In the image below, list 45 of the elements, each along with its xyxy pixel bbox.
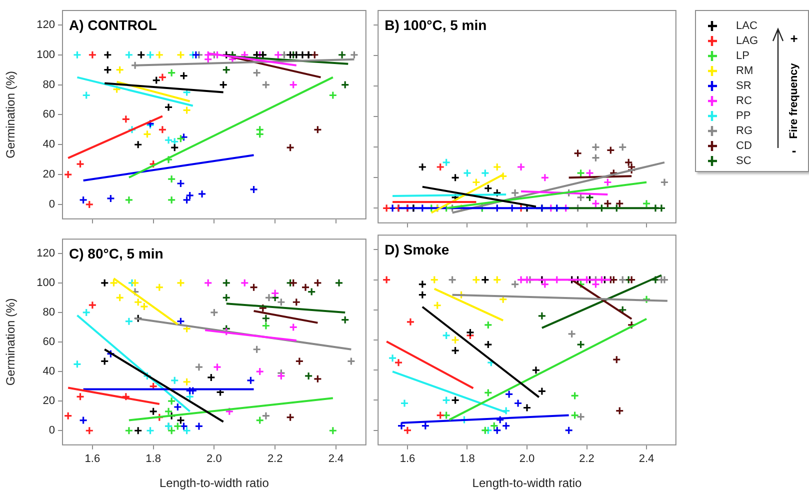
text: A) CONTROL (69, 16, 158, 33)
legend-label: RG (736, 125, 752, 137)
x-tick-label: 1.8 (146, 453, 161, 466)
y-tick-label: 60 (42, 336, 55, 348)
y-tick-label: 60 (42, 108, 55, 121)
legend-label: LP (736, 50, 750, 62)
x-tick-label: 2.4 (638, 453, 654, 466)
y-tick-label: 120 (36, 247, 55, 260)
legend-label: SC (736, 155, 752, 167)
text: B) 100°C, 5 min (384, 16, 487, 33)
y-tick-label: 0 (48, 198, 55, 210)
legend-label: SR (736, 80, 752, 92)
y-tick-label: 20 (42, 168, 55, 181)
y-tick-label: 100 (36, 276, 55, 289)
x-tick-label: 2.0 (206, 453, 222, 466)
legend-label: CD (736, 140, 752, 152)
x-tick-label: 1.8 (460, 453, 475, 466)
x-tick-label: 1.6 (84, 453, 100, 466)
y-tick-label: 80 (42, 306, 55, 318)
legend-label: PP (736, 110, 751, 122)
y-tick-label: 0 (48, 424, 55, 437)
y-tick-label: 100 (36, 48, 55, 61)
y-tick-label: 40 (42, 366, 55, 378)
y-tick-label: 20 (42, 395, 55, 408)
legend-label: LAC (736, 20, 758, 32)
y-tick-label: 40 (42, 138, 55, 151)
legend-label: RC (736, 95, 752, 107)
text: C) 80°C, 5 min (69, 245, 164, 262)
x-tick-label: 2.0 (519, 453, 535, 466)
x-axis-title: Length-to-width ratio (159, 476, 270, 490)
x-tick-label: 2.4 (328, 453, 344, 466)
text: Fire frequency (788, 63, 800, 139)
y-tick-label: 80 (42, 78, 55, 91)
y-axis-title: Germination (%) (4, 298, 18, 386)
x-tick-label: 2.2 (267, 453, 283, 466)
legend-label: LAG (736, 35, 758, 47)
y-tick-label: 120 (36, 18, 55, 31)
legend-label: RM (736, 65, 754, 77)
text: + (789, 31, 799, 46)
x-tick-label: 1.6 (400, 453, 416, 466)
y-axis-title: Germination (%) (4, 71, 18, 158)
x-axis-title: Length-to-width ratio (472, 476, 582, 490)
text: - (790, 143, 798, 158)
text: D) Smoke (384, 241, 450, 258)
x-tick-label: 2.2 (579, 453, 594, 466)
